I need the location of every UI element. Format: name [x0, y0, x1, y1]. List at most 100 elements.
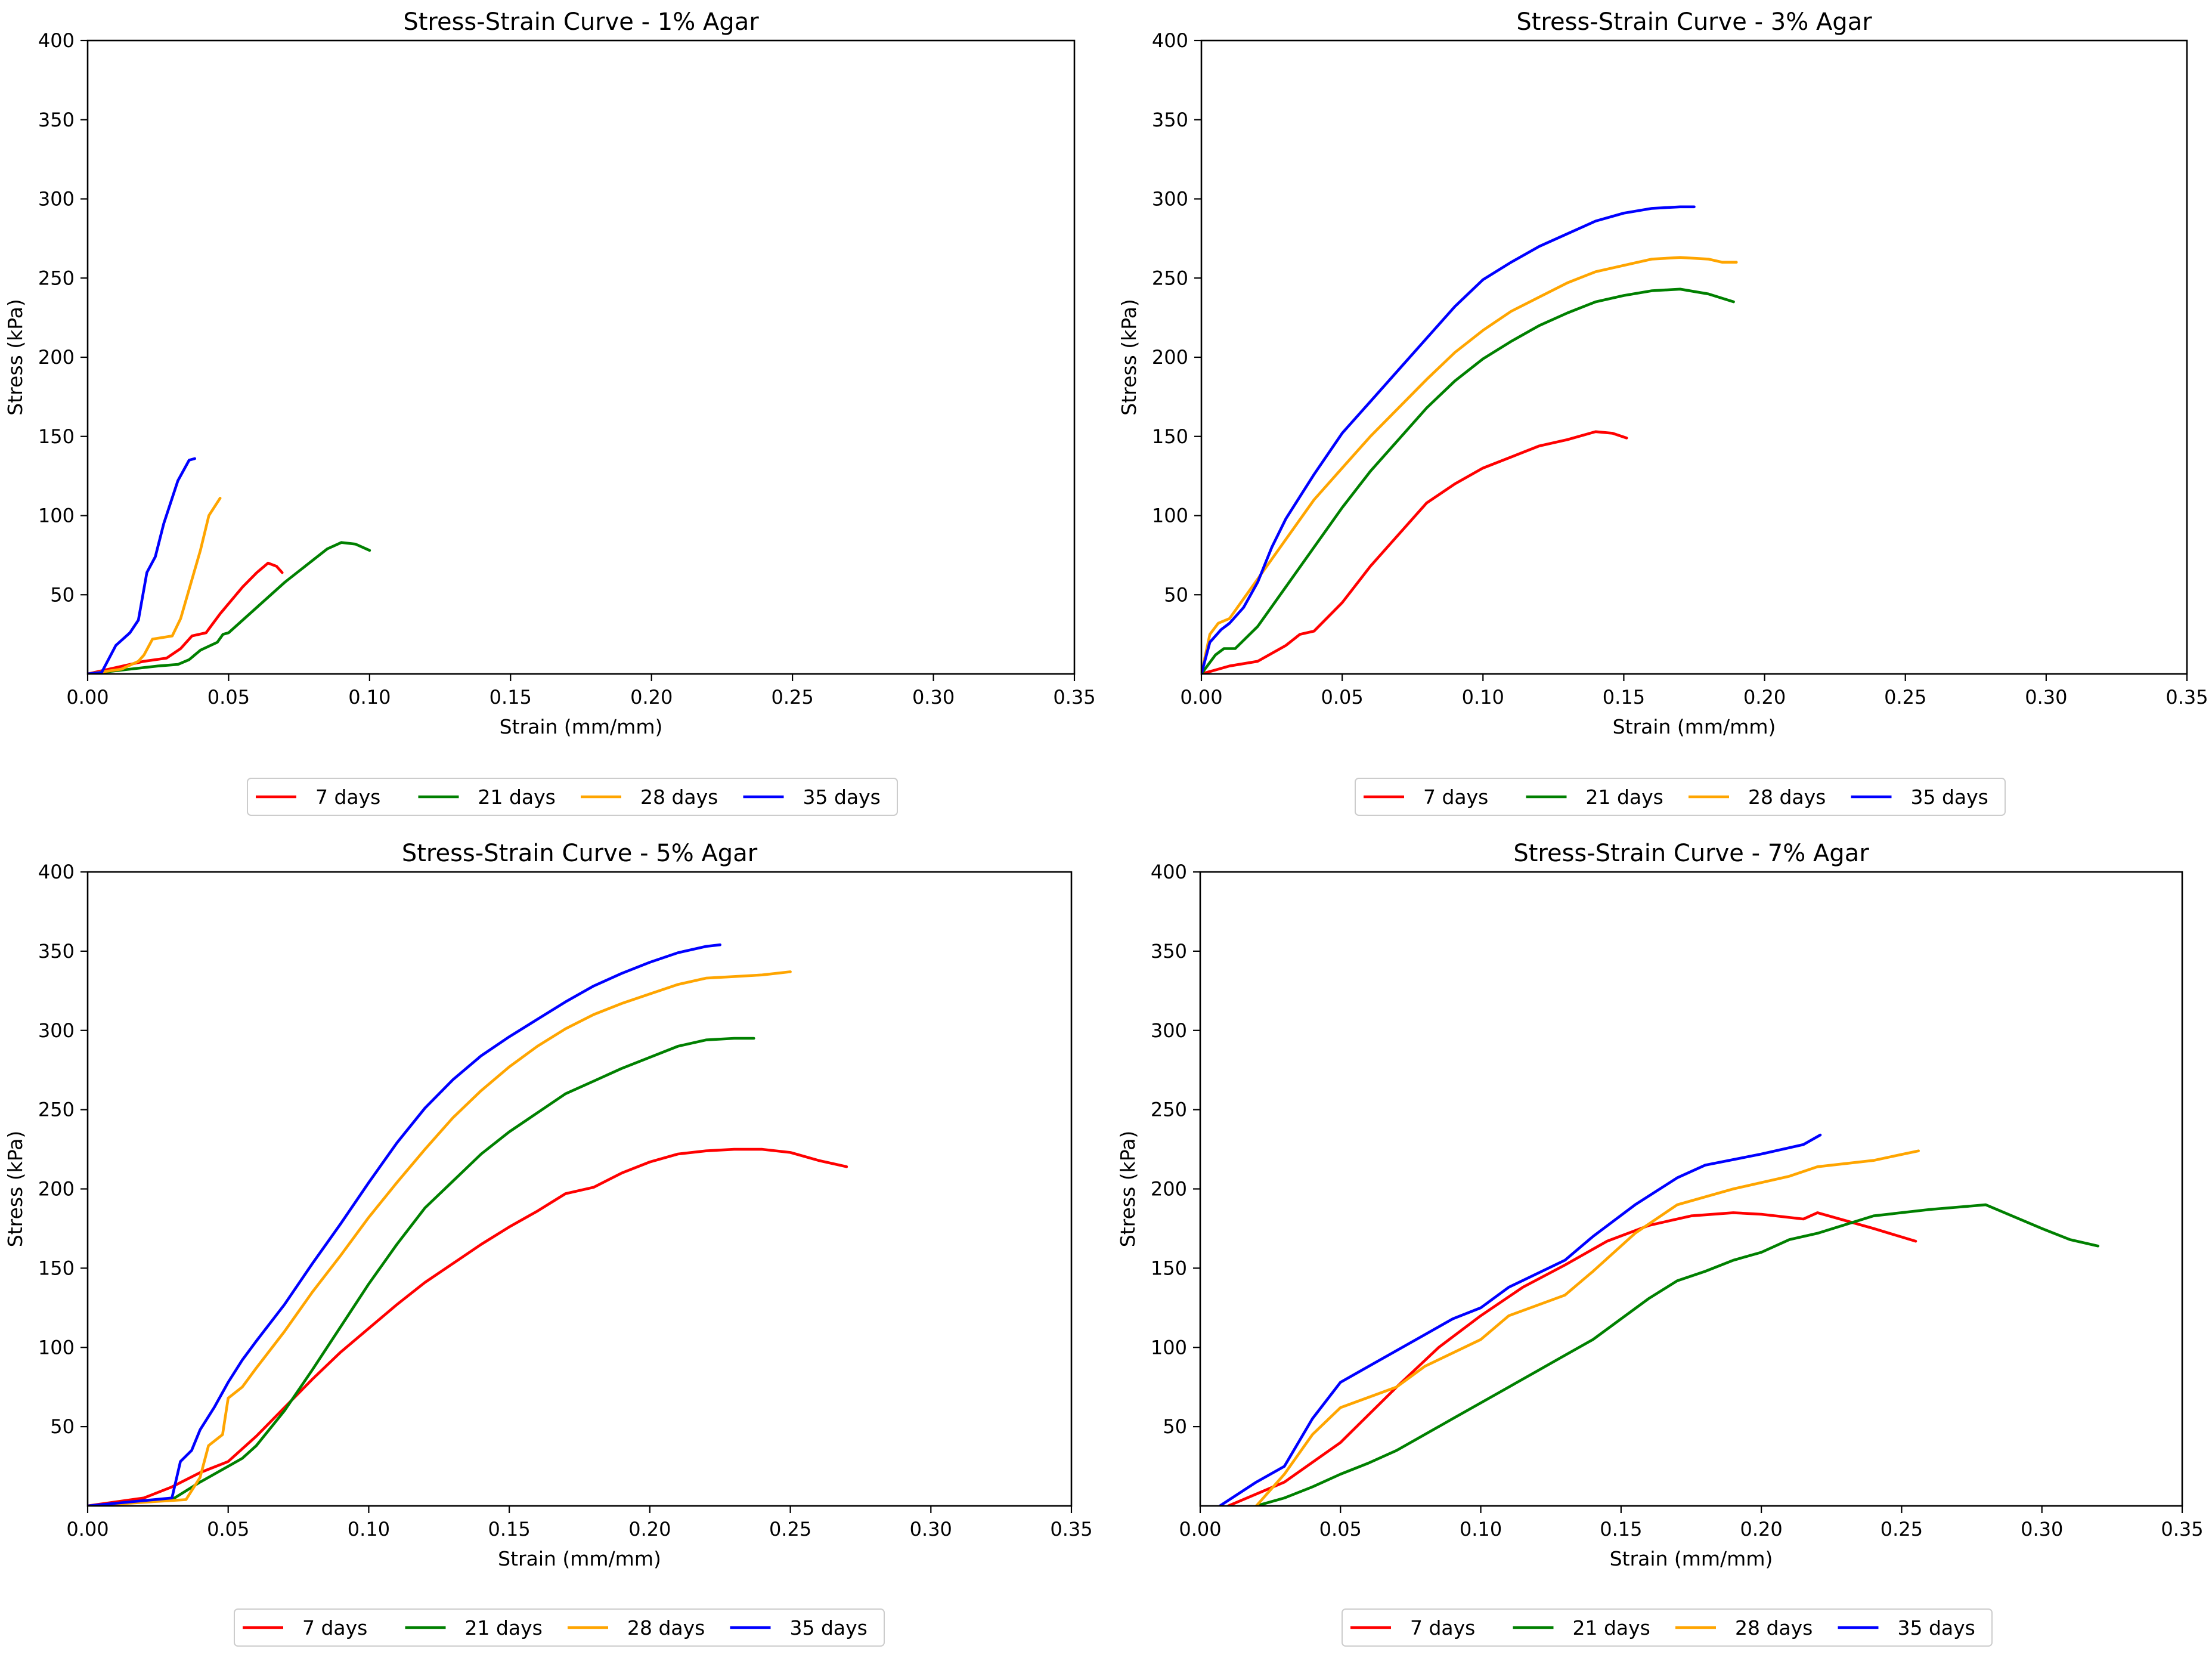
y-tick-label: 400	[1152, 29, 1188, 52]
legend-entry: 21 days	[478, 785, 556, 809]
x-tick-label: 0.20	[628, 1518, 671, 1540]
x-tick-label: 0.35	[1050, 1518, 1092, 1540]
legend: 7 days 21 days 28 days 35 days	[1355, 778, 2006, 816]
chart-panel-2: Stress-Strain Curve - 3% Agar 0.00 0.05 0.1…	[1117, 8, 2208, 816]
x-tick-label: 0.10	[348, 686, 391, 709]
x-tick-label: 0.05	[1319, 1518, 1362, 1540]
legend-entry: 7 days	[315, 785, 380, 809]
x-tick-label: 0.30	[910, 1518, 952, 1540]
series-line-7-days	[1201, 430, 1628, 674]
legend-entry: 21 days	[1586, 785, 1663, 809]
y-tick-label: 250	[1152, 267, 1188, 289]
x-tick-label: 0.10	[1462, 686, 1504, 709]
x-tick-label: 0.15	[1600, 1518, 1642, 1540]
x-tick-label: 0.30	[2025, 686, 2067, 709]
series-line-28-days	[1254, 1149, 1920, 1506]
legend-box	[234, 1608, 885, 1647]
x-tick-label: 0.25	[772, 686, 814, 709]
y-tick-label: 50	[50, 583, 75, 606]
legend-entry: 21 days	[465, 1616, 543, 1639]
y-axis-label: Stress (kPa)	[4, 1131, 27, 1247]
y-tick-label: 150	[1152, 425, 1188, 448]
y-tick-label: 300	[1152, 188, 1188, 211]
series-line-7-days	[1226, 1211, 1917, 1506]
chart-panel-3: Stress-Strain Curve - 5% Agar 0.00 0.05 0.1…	[4, 840, 1093, 1647]
legend-entry: 7 days	[1423, 785, 1488, 809]
legend-entry: 35 days	[803, 785, 881, 809]
x-axis-label: Strain (mm/mm)	[1610, 1547, 1773, 1570]
legend: 7 days 21 days 28 days 35 days	[247, 778, 898, 816]
x-tick-label: 0.20	[1743, 686, 1786, 709]
legend-box	[1342, 1608, 1993, 1647]
series-line-21-days	[1201, 287, 1735, 674]
y-tick-label: 200	[1152, 346, 1188, 369]
plot-frame	[1199, 871, 2183, 1507]
y-tick-label: 300	[38, 1019, 75, 1042]
y-tick-label: 300	[1151, 1019, 1187, 1042]
x-tick-label: 0.35	[2165, 686, 2208, 709]
x-tick-label: 0.05	[207, 1518, 249, 1540]
x-tick-label: 0.30	[912, 686, 955, 709]
legend-entry: 28 days	[1735, 1616, 1813, 1639]
legend: 7 days 21 days 28 days 35 days	[1342, 1608, 1993, 1647]
series-line-28-days	[1201, 256, 1738, 674]
y-tick-label: 50	[1164, 583, 1188, 606]
y-tick-label: 250	[38, 1099, 75, 1121]
x-tick-label: 0.35	[1053, 686, 1095, 709]
y-tick-label: 400	[38, 29, 75, 52]
chart-panel-4: Stress-Strain Curve - 7% Agar 0.00 0.05 0.1…	[1116, 840, 2204, 1647]
y-axis-label: Stress (kPa)	[4, 299, 27, 415]
series-line-35-days	[1218, 1133, 1822, 1506]
series-line-7-days	[88, 561, 284, 674]
x-tick-label: 0.25	[1884, 686, 1926, 709]
y-tick-label: 350	[38, 109, 75, 131]
series-line-35-days	[1201, 205, 1696, 674]
y-tick-label: 100	[1151, 1336, 1187, 1359]
plot-frame	[86, 39, 1076, 675]
y-axis-label: Stress (kPa)	[1116, 1131, 1139, 1247]
chart-title: Stress-Strain Curve - 1% Agar	[403, 8, 759, 36]
y-tick-label: 150	[38, 1257, 75, 1279]
legend-entry: 28 days	[1748, 785, 1826, 809]
x-tick-label: 0.15	[488, 1518, 531, 1540]
legend-entry: 28 days	[627, 1616, 705, 1639]
series-line-7-days	[88, 1147, 848, 1506]
x-tick-label: 0.00	[66, 686, 109, 709]
x-tick-label: 0.25	[769, 1518, 811, 1540]
series-line-21-days	[88, 1037, 755, 1506]
x-tick-label: 0.30	[2021, 1518, 2063, 1540]
y-tick-label: 350	[1152, 109, 1188, 131]
y-tick-label: 400	[1151, 861, 1187, 883]
legend-box	[1355, 778, 2006, 816]
y-tick-label: 400	[38, 861, 75, 883]
y-tick-label: 150	[38, 425, 75, 448]
x-tick-label: 0.35	[2161, 1518, 2203, 1540]
series-line-21-days	[88, 541, 371, 674]
y-tick-label: 100	[38, 505, 75, 527]
y-tick-label: 50	[50, 1415, 75, 1438]
legend-entry: 7 days	[302, 1616, 367, 1639]
y-tick-label: 250	[38, 267, 75, 289]
chart-title: Stress-Strain Curve - 3% Agar	[1516, 8, 1872, 36]
y-tick-label: 350	[38, 940, 75, 963]
x-tick-label: 0.15	[1603, 686, 1645, 709]
y-tick-label: 200	[1151, 1178, 1187, 1201]
series-line-28-days	[88, 497, 222, 674]
y-tick-label: 150	[1151, 1257, 1187, 1279]
y-tick-label: 350	[1151, 940, 1187, 963]
series-line-28-days	[88, 970, 792, 1506]
x-tick-label: 0.05	[1321, 686, 1364, 709]
legend-entry: 35 days	[790, 1616, 868, 1639]
x-tick-label: 0.05	[207, 686, 250, 709]
series-line-35-days	[88, 943, 721, 1506]
y-tick-label: 200	[38, 346, 75, 369]
plot-frame	[1200, 39, 2188, 675]
chart-panel-1: Stress-Strain Curve - 1% Agar 0.00 0.05 0.1…	[4, 8, 1096, 816]
legend-entry: 28 days	[640, 785, 718, 809]
legend-entry: 7 days	[1410, 1616, 1475, 1639]
legend-entry: 21 days	[1573, 1616, 1650, 1639]
chart-title: Stress-Strain Curve - 5% Agar	[402, 840, 758, 867]
legend-entry: 35 days	[1898, 1616, 1975, 1639]
series-line-21-days	[1254, 1203, 2100, 1506]
